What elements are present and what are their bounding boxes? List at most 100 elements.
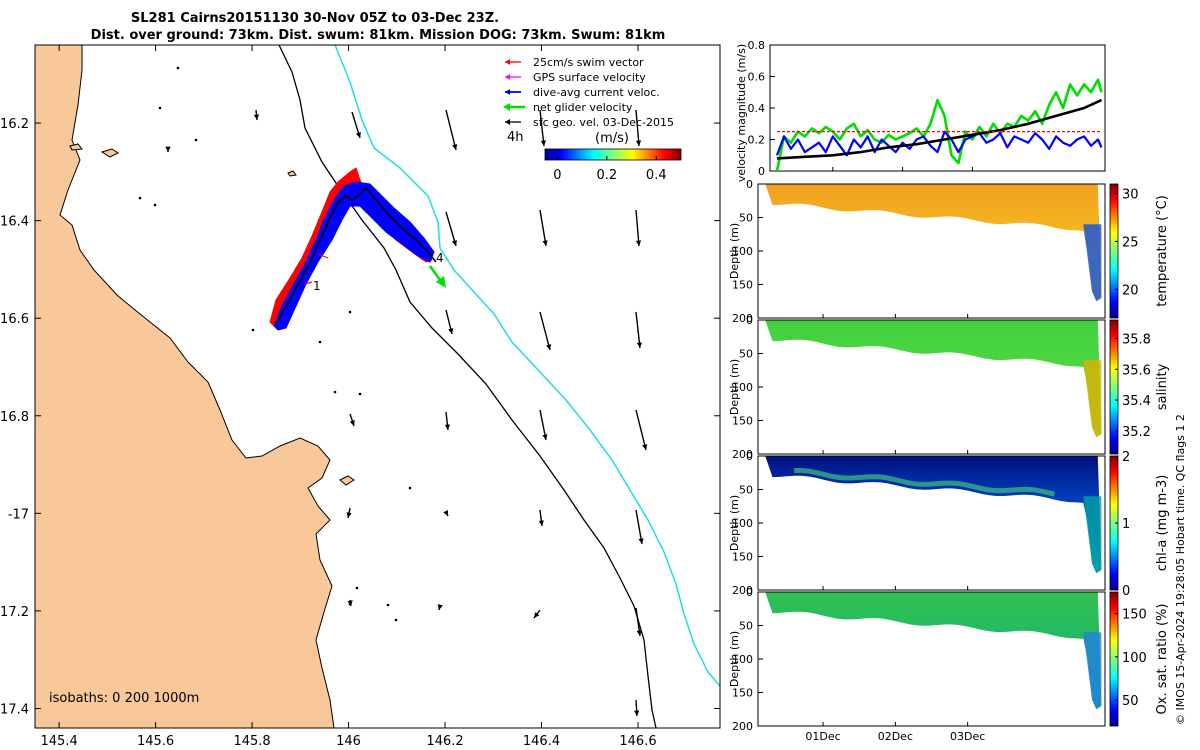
section-y-tick-label: 150 — [732, 551, 753, 564]
section-panel: 0 50 100 150 200 Depth (m) 35.2 35.4 35.6 35.8 sal… — [728, 314, 1170, 461]
geo-vel-arrowhead — [452, 144, 458, 150]
geo-vel-arrowhead — [451, 240, 457, 246]
glider-track: 1 4 — [269, 167, 446, 331]
section-data-fill — [765, 320, 1102, 438]
velocity-y-tick-label: 0.6 — [748, 71, 766, 84]
reef-dot — [355, 586, 359, 590]
map-y-ticks: 16.2 16.4 16.6 16.8 -17 17.2 17.4 — [0, 117, 720, 717]
legend-label-geo: sfc geo. vel. 03-Dec-2015 — [533, 116, 674, 129]
geo-vel-arrow — [635, 209, 640, 247]
geo-vel-arrowhead — [636, 630, 642, 636]
map-y-tick-label: 16.2 — [0, 117, 29, 132]
geo-vel-arrowhead — [540, 140, 546, 146]
velocity-ylabel: velocity magnitude (m/s) — [735, 44, 748, 182]
reef-dot — [358, 392, 362, 396]
net-glider-velocity-arrowhead — [436, 276, 446, 288]
section-colorbar-tick-label: 35.8 — [1122, 332, 1151, 347]
legend-head-dive — [505, 89, 510, 95]
colorbar-ticks: 0 0.2 0.4 — [553, 156, 667, 183]
reef-dot — [333, 390, 337, 394]
section-colorbar-tick-label: 50 — [1122, 694, 1139, 709]
section-data-fill — [765, 184, 1102, 302]
section-x-tick-label: 03Dec — [950, 730, 985, 743]
island — [100, 148, 119, 158]
velocity-series-line — [775, 78, 1103, 172]
section-y-tick-label: 200 — [732, 720, 753, 733]
section-colorbar-tick-label: 35.4 — [1122, 394, 1151, 409]
legend-label-gps: GPS surface velocity — [533, 71, 646, 84]
geo-vel-arrow — [539, 209, 547, 247]
section-ylabel: Depth (m) — [728, 223, 741, 279]
reef-dot — [408, 486, 412, 490]
colorbar-tick-label: 0.2 — [596, 168, 617, 183]
velocity-series-line — [775, 130, 1103, 157]
geo-vel-arrow — [635, 509, 643, 545]
legend-head-gps — [505, 74, 510, 80]
islands — [69, 143, 355, 486]
colorbar-time-label: 4h — [507, 130, 524, 145]
map-x-tick-label: 145.4 — [41, 734, 78, 749]
section-colorbar-tick-label: 35.6 — [1122, 363, 1151, 378]
section-deep-tail — [1083, 496, 1102, 574]
velocity-y-tick-label: 0.2 — [748, 134, 766, 147]
section-x-ticks: 01Dec 02Dec 03Dec — [805, 167, 985, 743]
footer-credit: © IMOS 15-Apr-2024 19:28:05 Hobart time.… — [1174, 414, 1187, 725]
section-y-tick-label: 50 — [739, 620, 753, 633]
geo-vel-arrowhead — [443, 510, 448, 516]
reef-dot — [176, 66, 180, 70]
velocity-y-ticks: 0 0.2 0.4 0.6 0.8 — [748, 39, 775, 178]
chl-max-band — [794, 468, 1056, 497]
section-colorbar-tick-label: 1 — [1122, 517, 1130, 532]
reef-dot — [394, 618, 398, 622]
island — [69, 143, 83, 151]
section-colorbar-tick-label: 20 — [1122, 283, 1139, 298]
colorbar-gradient — [544, 148, 682, 161]
reef-dot — [348, 310, 352, 314]
map-x-tick-label: 146 — [336, 734, 361, 749]
track-label-start: 1 — [313, 279, 321, 293]
section-colorbar-tick-label: 0 — [1122, 584, 1130, 599]
section-y-tick-label: 50 — [739, 348, 753, 361]
section-ylabel: Depth (m) — [728, 495, 741, 551]
isobaths-label: isobaths: 0 200 1000m — [49, 691, 199, 706]
section-y-tick-label: 0 — [746, 178, 753, 191]
section-y-tick-label: 50 — [739, 212, 753, 225]
section-y-tick-label: 150 — [732, 279, 753, 292]
section-colorbar-tick-label: 2 — [1122, 450, 1130, 465]
colorbar-unit-label: (m/s) — [595, 131, 629, 146]
land-mass — [35, 45, 335, 728]
legend-head-swim — [505, 59, 510, 65]
geo-vel-arrowhead — [636, 342, 642, 348]
geo-vel-arrow — [539, 311, 551, 351]
section-colorbar-tick-label: 30 — [1122, 188, 1139, 203]
map-legend: 25cm/s swim vector GPS surface velocity … — [503, 56, 674, 129]
reef-dot — [386, 603, 390, 607]
section-y-tick-label: 150 — [732, 687, 753, 700]
map-y-tick-label: 16.4 — [0, 215, 29, 230]
velocity-y-tick-label: 0 — [758, 165, 765, 178]
geo-vel-arrowhead — [444, 424, 450, 430]
colorbar-tick-label: 0.4 — [646, 168, 667, 183]
velocity-y-tick-label: 0.8 — [748, 39, 766, 52]
velocity-series-line — [776, 98, 1103, 160]
section-x-tick-label: 01Dec — [805, 730, 840, 743]
isobath-1000 — [334, 45, 720, 687]
section-y-tick-label: 200 — [732, 584, 753, 597]
reef-dot — [318, 340, 322, 344]
section-y-tick-label: 0 — [746, 450, 753, 463]
geo-vel-arrowhead — [634, 710, 640, 716]
geo-vel-arrowhead — [346, 512, 352, 518]
section-colorbar-tick-label: 150 — [1122, 608, 1147, 623]
geo-vel-arrowhead — [437, 604, 443, 610]
section-colorbar-tick-label: 35.2 — [1122, 425, 1151, 440]
swim-vector-sample — [304, 281, 313, 285]
colorbar-tick-label: 0 — [553, 168, 561, 183]
velocity-panel: 0 0.2 0.4 0.6 0.8 velocity magnitude (m/s) — [735, 39, 1106, 182]
map-x-tick-label: 146.2 — [426, 734, 463, 749]
geo-vel-arrowhead — [253, 114, 260, 120]
section-colorbar-label: temperature (°C) — [1155, 195, 1170, 307]
section-colorbar — [1109, 591, 1119, 727]
